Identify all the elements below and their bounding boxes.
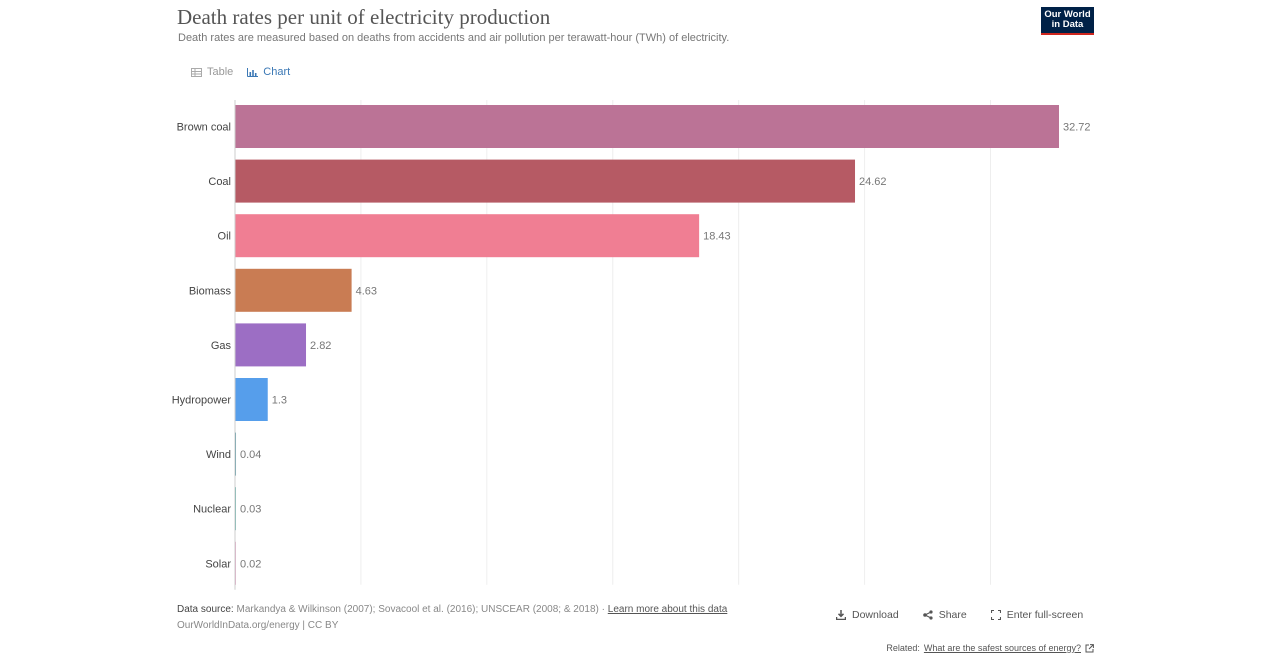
chart-actions: Download Share Enter full-screen [836,609,1083,621]
tab-table[interactable]: Table [191,66,233,78]
value-label: 32.72 [1063,122,1091,134]
learn-more-link[interactable]: Learn more about this data [607,604,728,615]
tab-chart[interactable]: Chart [247,66,290,78]
bar[interactable] [235,268,352,312]
chart-title: Death rates per unit of electricity prod… [177,5,551,29]
share-label: Share [938,609,967,621]
chart-icon [247,67,259,77]
data-source-text: Markandya & Wilkinson (2007); Sovacool e… [236,604,608,615]
download-button[interactable]: Download [836,609,899,621]
bar[interactable] [235,105,1059,148]
category-label: Oil [218,231,231,243]
data-source-label: Data source: [177,604,234,615]
category-label: Wind [206,449,231,461]
logo-line-2: in Data [1051,19,1084,30]
external-link-icon [1085,643,1094,652]
bar-chart: Brown coal 32.72 Coal 24.62 Oil 18.43 Biomass 4… [172,100,1091,590]
category-label: Biomass [189,285,232,297]
value-label: 24.62 [859,176,887,188]
category-label: Coal [208,176,231,188]
bar[interactable] [235,323,307,367]
tab-chart-label: Chart [263,66,291,78]
view-tabs: Table Chart [191,66,290,78]
related-label: Related: [886,643,920,653]
value-label: 18.43 [703,231,731,243]
fullscreen-icon [990,610,1001,620]
tab-table-label: Table [207,66,234,78]
bar[interactable] [235,378,268,421]
related-link[interactable]: What are the safest sources of energy? [923,643,1081,653]
category-label: Solar [205,558,231,570]
table-icon [191,67,202,77]
download-icon [836,610,846,620]
fullscreen-label: Enter full-screen [1006,609,1084,621]
value-label: 4.63 [356,285,377,297]
bar[interactable] [235,432,237,476]
download-label: Download [852,609,899,621]
category-label: Gas [211,340,232,352]
share-icon [922,610,933,620]
share-button[interactable]: Share [922,609,967,621]
value-label: 0.02 [240,558,261,570]
chart-subtitle: Death rates are measured based on deaths… [178,32,730,44]
logo-line-1: Our World [1044,9,1091,20]
bar[interactable] [235,214,700,258]
value-label: 0.03 [240,504,261,516]
category-label: Nuclear [193,504,231,516]
value-label: 2.82 [310,340,331,352]
category-label: Hydropower [172,395,232,407]
bar[interactable] [235,159,856,203]
value-label: 1.3 [272,395,287,407]
value-label: 0.04 [240,449,261,461]
license-text: OurWorldInData.org/energy | CC BY [177,620,339,631]
owid-logo[interactable]: Our World in Data [1041,7,1094,35]
footer-source: Data source: Markandya & Wilkinson (2007… [177,602,727,634]
related-article: Related: What are the safest sources of … [886,643,1094,653]
category-label: Brown coal [177,122,231,134]
fullscreen-button[interactable]: Enter full-screen [990,609,1084,621]
